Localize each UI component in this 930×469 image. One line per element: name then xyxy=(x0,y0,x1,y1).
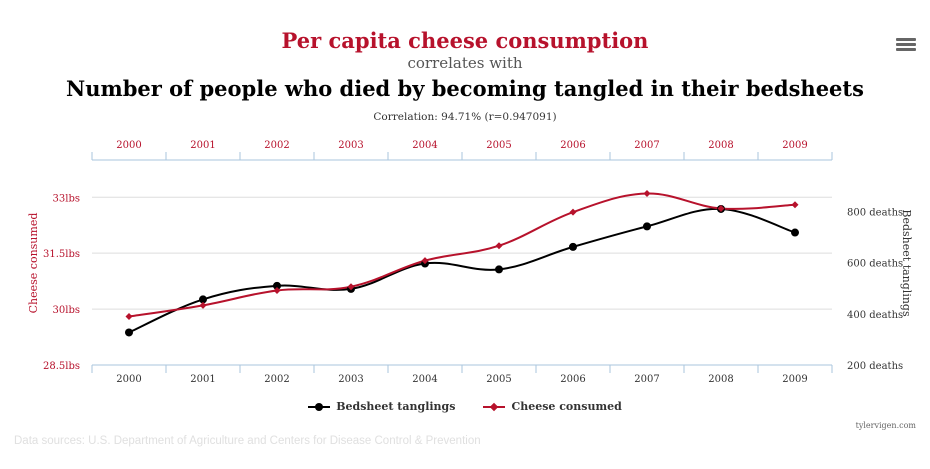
y-left-tick-label: 28.5lbs xyxy=(43,361,80,372)
x-tick-label-bottom: 2002 xyxy=(264,374,289,385)
y-right-tick-label: 200 deaths xyxy=(847,361,903,372)
data-point-cheese xyxy=(421,257,429,265)
legend-label-cheese: Cheese consumed xyxy=(511,400,622,413)
legend-item-cheese[interactable]: Cheese consumed xyxy=(483,400,622,413)
x-tick-label-bottom: 2009 xyxy=(782,374,807,385)
series-line-cheese xyxy=(128,192,796,318)
data-point-cheese xyxy=(495,242,503,250)
y-left-tick-label: 33lbs xyxy=(53,193,80,204)
chart-subtitle: Number of people who died by becoming ta… xyxy=(66,76,864,101)
y-left-axis-label: Cheese consumed xyxy=(27,213,40,314)
x-tick-label-bottom: 2006 xyxy=(560,374,585,385)
legend-swatch-bedsheet xyxy=(308,401,331,413)
data-point-cheese xyxy=(347,283,355,291)
y-left-tick-label: 31.5lbs xyxy=(43,249,80,260)
legend-label-bedsheet: Bedsheet tanglings xyxy=(336,400,456,413)
y-left-tick-label: 30lbs xyxy=(53,305,80,316)
credit-link[interactable]: tylervigen.com xyxy=(855,421,916,430)
x-tick-label-top: 2007 xyxy=(634,140,659,151)
x-tick-label-top: 2001 xyxy=(190,140,215,151)
data-point-cheese xyxy=(643,190,651,198)
x-tick-label-top: 2008 xyxy=(708,140,733,151)
x-tick-label-top: 2006 xyxy=(560,140,585,151)
legend: Bedsheet tanglings Cheese consumed xyxy=(0,400,930,413)
x-tick-label-top: 2005 xyxy=(486,140,511,151)
data-point-cheese xyxy=(125,313,133,321)
x-tick-label-bottom: 2003 xyxy=(338,374,363,385)
x-tick-label-bottom: 2005 xyxy=(486,374,511,385)
data-point-bedsheet xyxy=(791,228,799,237)
data-sources: Data sources: U.S. Department of Agricul… xyxy=(14,435,481,447)
x-tick-label-bottom: 2008 xyxy=(708,374,733,385)
data-point-bedsheet xyxy=(569,242,577,251)
data-point-cheese xyxy=(717,204,725,212)
series-line-bedsheet xyxy=(128,207,796,334)
x-tick-label-top: 2009 xyxy=(782,140,807,151)
x-tick-label-top: 2002 xyxy=(264,140,289,151)
data-point-bedsheet xyxy=(643,222,651,231)
data-point-bedsheet xyxy=(495,265,503,274)
y-right-tick-label: 800 deaths xyxy=(847,207,903,218)
x-tick-label-bottom: 2007 xyxy=(634,374,659,385)
data-point-bedsheet xyxy=(125,328,133,337)
correlates-with-text: correlates with xyxy=(407,54,523,72)
data-point-cheese xyxy=(791,201,799,209)
x-tick-label-bottom: 2004 xyxy=(412,374,437,385)
data-point-cheese xyxy=(273,286,281,294)
x-tick-label-bottom: 2000 xyxy=(116,374,141,385)
y-right-tick-label: 600 deaths xyxy=(847,259,903,270)
data-point-cheese xyxy=(199,301,207,309)
data-point-bedsheet xyxy=(273,281,281,290)
y-right-axis-label: Bedsheet tanglings xyxy=(900,209,913,317)
y-right-tick-label: 400 deaths xyxy=(847,310,903,321)
x-tick-label-top: 2004 xyxy=(412,140,437,151)
hamburger-menu-icon[interactable] xyxy=(896,38,916,54)
legend-item-bedsheet[interactable]: Bedsheet tanglings xyxy=(308,400,455,413)
chart-title: Per capita cheese consumption xyxy=(281,28,649,53)
data-point-bedsheet xyxy=(199,295,207,304)
legend-swatch-cheese xyxy=(483,401,506,413)
x-tick-label-top: 2000 xyxy=(116,140,141,151)
correlation-text: Correlation: 94.71% (r=0.947091) xyxy=(373,111,557,123)
data-point-cheese xyxy=(569,208,577,216)
x-tick-label-top: 2003 xyxy=(338,140,363,151)
x-tick-label-bottom: 2001 xyxy=(190,374,215,385)
